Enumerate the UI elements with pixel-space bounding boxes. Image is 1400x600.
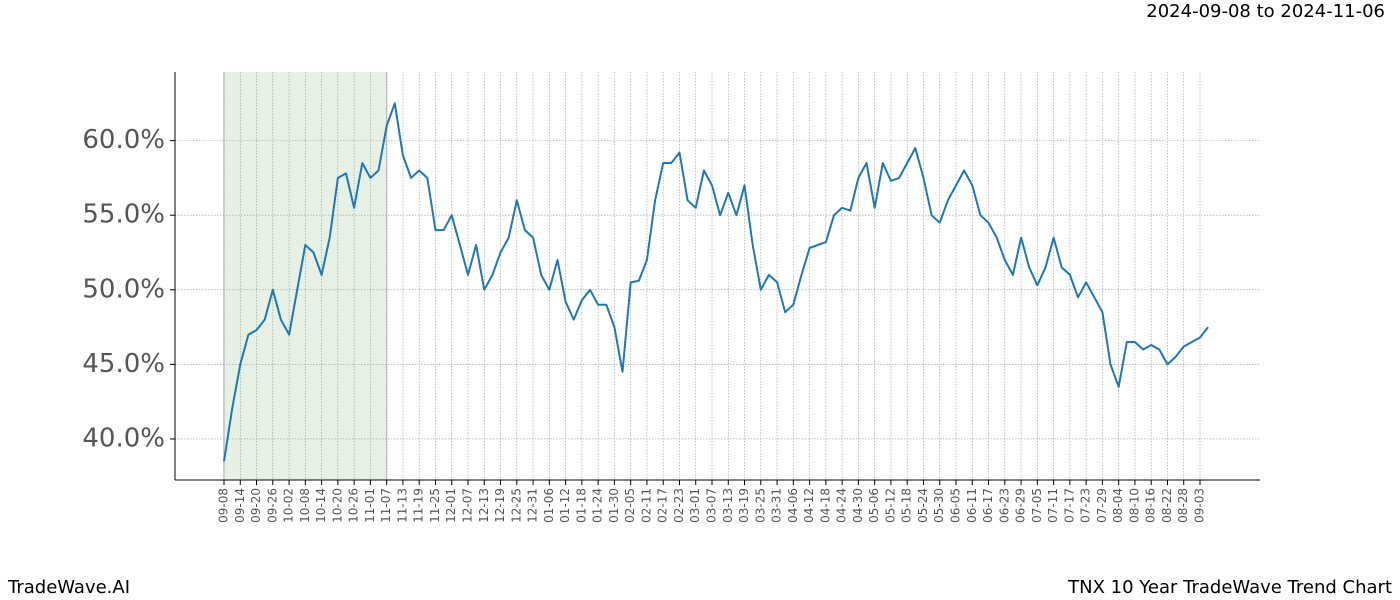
x-tick-label: 04-12 bbox=[802, 488, 816, 523]
x-tick-label: 04-30 bbox=[851, 488, 865, 523]
x-tick-label: 09-14 bbox=[233, 488, 247, 523]
x-tick-label: 05-30 bbox=[932, 488, 946, 523]
x-tick-label: 12-25 bbox=[509, 488, 523, 523]
x-tick-label: 03-01 bbox=[688, 488, 702, 523]
y-tick-label: 50.0% bbox=[82, 274, 165, 304]
x-tick-label: 06-29 bbox=[1014, 488, 1028, 523]
x-tick-label: 08-04 bbox=[1111, 488, 1125, 523]
x-tick-label: 11-25 bbox=[428, 488, 442, 523]
x-tick-label: 06-23 bbox=[997, 488, 1011, 523]
x-tick-label: 10-14 bbox=[314, 488, 328, 523]
y-tick-label: 40.0% bbox=[82, 423, 165, 453]
x-tick-label: 10-20 bbox=[330, 488, 344, 523]
x-tick-label: 09-03 bbox=[1193, 488, 1207, 523]
x-tick-label: 07-11 bbox=[1046, 488, 1060, 523]
x-tick-label: 12-07 bbox=[461, 488, 475, 523]
x-tick-label: 10-26 bbox=[347, 488, 361, 523]
x-tick-label: 12-13 bbox=[477, 488, 491, 523]
x-tick-label: 04-24 bbox=[835, 488, 849, 523]
y-tick-label: 45.0% bbox=[82, 349, 165, 379]
x-tick-label: 11-19 bbox=[412, 488, 426, 523]
x-tick-label: 01-30 bbox=[607, 488, 621, 523]
x-tick-label: 09-26 bbox=[265, 488, 279, 523]
x-tick-label: 02-23 bbox=[672, 488, 686, 523]
x-tick-label: 07-29 bbox=[1095, 488, 1109, 523]
x-tick-label: 10-02 bbox=[282, 488, 296, 523]
x-tick-label: 09-08 bbox=[217, 488, 231, 523]
x-tick-label: 08-22 bbox=[1160, 488, 1174, 523]
x-tick-label: 12-31 bbox=[526, 488, 540, 523]
x-tick-label: 05-12 bbox=[883, 488, 897, 523]
chart-title: TNX 10 Year TradeWave Trend Chart bbox=[1067, 577, 1392, 598]
x-tick-label: 01-18 bbox=[574, 488, 588, 523]
data-line bbox=[223, 102, 1209, 462]
x-tick-label: 01-24 bbox=[591, 488, 605, 523]
x-tick-label: 03-13 bbox=[721, 488, 735, 523]
chart-subtitle: 2024-09-08 to 2024-11-06 bbox=[1146, 1, 1385, 22]
x-tick-label: 02-05 bbox=[623, 488, 637, 523]
x-tick-label: 06-05 bbox=[949, 488, 963, 523]
x-tick-label: 02-11 bbox=[639, 488, 653, 523]
x-tick-label: 08-28 bbox=[1176, 488, 1190, 523]
x-tick-label: 07-17 bbox=[1062, 488, 1076, 523]
x-tick-label: 08-10 bbox=[1127, 488, 1141, 523]
x-tick-label: 08-16 bbox=[1144, 488, 1158, 523]
x-tick-label: 06-11 bbox=[965, 488, 979, 523]
brand: TradeWave.AI bbox=[7, 577, 130, 598]
x-tick-label: 03-31 bbox=[770, 488, 784, 523]
x-tick-label: 07-05 bbox=[1030, 488, 1044, 523]
x-tick-label: 05-18 bbox=[900, 488, 914, 523]
x-tick-label: 09-20 bbox=[249, 488, 263, 523]
x-tick-label: 04-18 bbox=[818, 488, 832, 523]
x-tick-label: 05-06 bbox=[867, 488, 881, 523]
x-tick-label: 03-07 bbox=[705, 488, 719, 523]
x-tick-label: 07-23 bbox=[1079, 488, 1093, 523]
x-tick-label: 11-07 bbox=[379, 488, 393, 523]
y-tick-label: 55.0% bbox=[82, 200, 165, 230]
x-tick-label: 06-17 bbox=[981, 488, 995, 523]
x-tick-label: 11-13 bbox=[395, 488, 409, 523]
x-tick-label: 03-19 bbox=[737, 488, 751, 523]
x-tick-label: 12-19 bbox=[493, 488, 507, 523]
x-tick-label: 04-06 bbox=[786, 488, 800, 523]
x-tick-label: 05-24 bbox=[916, 488, 930, 523]
x-tick-label: 01-06 bbox=[542, 488, 556, 523]
x-tick-label: 12-01 bbox=[444, 488, 458, 523]
x-tick-label: 01-12 bbox=[558, 488, 572, 523]
x-tick-label: 10-08 bbox=[298, 488, 312, 523]
x-tick-label: 11-01 bbox=[363, 488, 377, 523]
x-tick-label: 03-25 bbox=[753, 488, 767, 523]
y-tick-label: 60.0% bbox=[82, 125, 165, 155]
x-tick-label: 02-17 bbox=[656, 488, 670, 523]
